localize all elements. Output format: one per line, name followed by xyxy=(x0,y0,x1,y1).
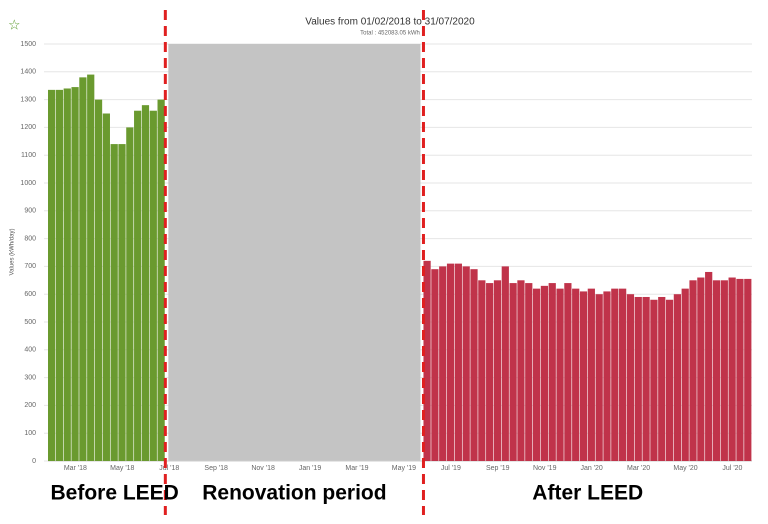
bar xyxy=(572,288,580,461)
bar xyxy=(634,296,642,461)
x-tick-label: Jul '19 xyxy=(441,465,461,472)
bar xyxy=(564,283,572,461)
y-tick-label: 1400 xyxy=(20,69,36,76)
bar xyxy=(720,280,728,461)
x-tick-label: Sep '18 xyxy=(204,465,228,472)
x-tick-label: Jul '18 xyxy=(159,465,179,472)
x-tick-label: Mar '19 xyxy=(345,465,368,472)
bar xyxy=(744,278,752,461)
bar xyxy=(736,278,744,461)
y-tick-label: 900 xyxy=(24,208,36,215)
bar xyxy=(486,283,494,461)
y-tick-label: 1500 xyxy=(20,41,36,48)
y-tick-label: 200 xyxy=(24,402,36,409)
bar xyxy=(71,87,79,461)
bar xyxy=(611,288,619,461)
x-tick-label: Sep '19 xyxy=(486,465,510,472)
bar xyxy=(493,280,502,461)
y-tick-label: 1200 xyxy=(20,124,36,131)
x-tick-label: May '18 xyxy=(110,465,134,472)
bar xyxy=(595,294,603,461)
bar xyxy=(102,113,110,461)
bar xyxy=(446,263,455,461)
bar xyxy=(673,294,681,461)
bar xyxy=(157,99,165,461)
star-icon[interactable]: ☆ xyxy=(8,17,21,33)
bar xyxy=(110,144,118,461)
bar xyxy=(48,89,56,462)
bar xyxy=(650,299,658,461)
bar xyxy=(134,110,142,461)
bar xyxy=(525,283,533,461)
bar xyxy=(587,288,595,461)
bar xyxy=(697,277,705,461)
x-tick-label: Jul '20 xyxy=(722,465,742,472)
y-axis-label: Values (kWh/day) xyxy=(10,229,16,276)
bar xyxy=(603,291,611,461)
x-tick-label: Nov '19 xyxy=(533,465,557,472)
bar xyxy=(579,291,588,461)
bar xyxy=(439,266,447,461)
bar xyxy=(87,74,95,461)
bar xyxy=(94,99,103,461)
x-tick-label: Jan '19 xyxy=(299,465,321,472)
bar xyxy=(141,105,150,461)
bar xyxy=(532,288,541,461)
bar xyxy=(478,280,486,461)
bar xyxy=(149,110,157,461)
annotation: After LEED xyxy=(532,482,643,505)
bar xyxy=(501,266,509,461)
bar xyxy=(540,285,549,461)
bar xyxy=(658,296,666,461)
bar xyxy=(626,294,635,461)
bar xyxy=(509,283,517,461)
annotation: Renovation period xyxy=(202,482,386,505)
bar xyxy=(63,88,71,461)
x-tick-label: Mar '18 xyxy=(64,465,87,472)
bar xyxy=(712,280,721,461)
bar xyxy=(689,280,697,461)
chart-subtitle: Total : 452083.05 kWh xyxy=(360,31,420,37)
bar xyxy=(665,299,674,461)
y-tick-label: 800 xyxy=(24,235,36,242)
bar xyxy=(118,144,126,461)
y-tick-label: 300 xyxy=(24,374,36,381)
bar xyxy=(556,288,564,461)
x-tick-label: May '19 xyxy=(392,465,416,472)
bar xyxy=(705,271,713,461)
y-tick-label: 0 xyxy=(32,458,36,465)
x-tick-label: May '20 xyxy=(673,465,697,472)
y-tick-label: 1300 xyxy=(20,96,36,103)
x-tick-label: Nov '18 xyxy=(251,465,275,472)
y-tick-label: 600 xyxy=(24,291,36,298)
chart-title: Values from 01/02/2018 to 31/07/2020 xyxy=(305,17,475,28)
x-tick-label: Jan '20 xyxy=(580,465,602,472)
y-tick-label: 400 xyxy=(24,347,36,354)
bar xyxy=(126,127,134,462)
bar xyxy=(470,269,478,461)
bar xyxy=(454,263,462,461)
bar xyxy=(462,266,470,461)
y-tick-label: 1100 xyxy=(21,152,36,159)
bar xyxy=(79,77,87,462)
bar xyxy=(619,288,627,461)
bar xyxy=(55,89,64,462)
y-tick-label: 1000 xyxy=(20,180,36,187)
y-tick-label: 500 xyxy=(24,319,36,326)
y-tick-label: 700 xyxy=(24,263,36,270)
y-tick-label: 100 xyxy=(24,430,36,437)
renovation-shade xyxy=(168,44,421,461)
bar xyxy=(517,280,525,461)
bar xyxy=(728,277,736,461)
bar xyxy=(423,260,431,461)
bar xyxy=(431,269,439,461)
bar xyxy=(642,296,650,461)
x-tick-label: Mar '20 xyxy=(627,465,650,472)
bar xyxy=(548,283,556,461)
bar xyxy=(681,288,689,461)
annotation: Before LEED xyxy=(50,482,178,505)
